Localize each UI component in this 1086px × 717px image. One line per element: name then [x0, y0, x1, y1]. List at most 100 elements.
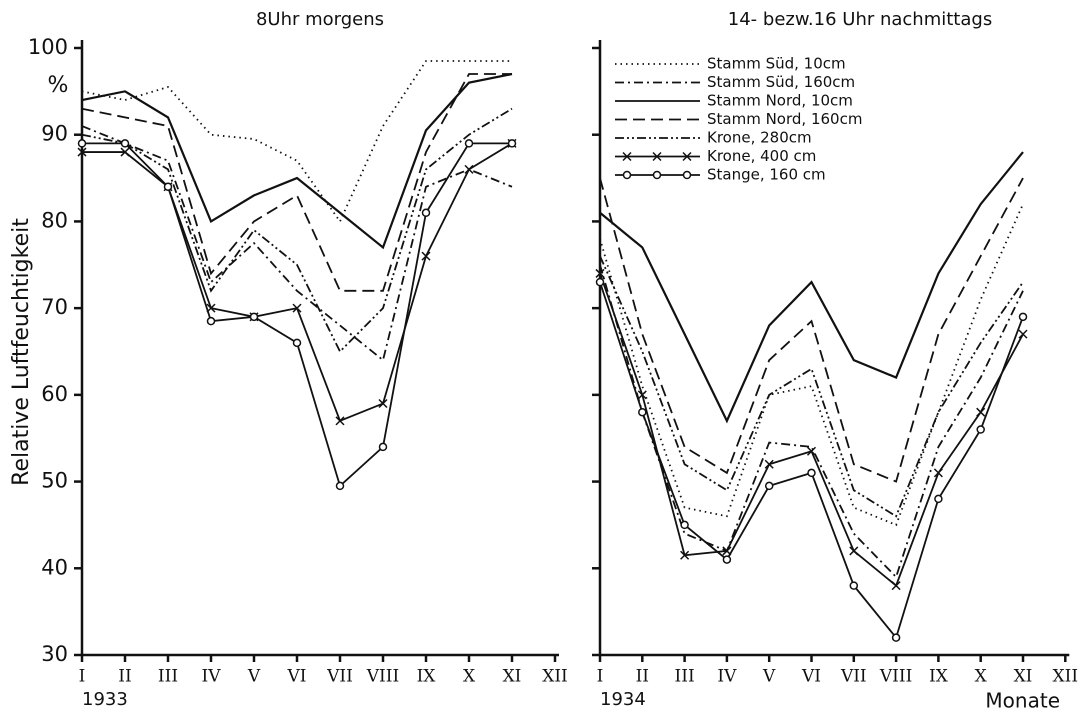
y-axis-label: Relative Luftfeuchtigkeit [9, 218, 34, 486]
marker [764, 459, 774, 469]
marker [652, 170, 662, 180]
marker [652, 151, 662, 162]
x-tick-label: X [463, 667, 476, 687]
marker [595, 268, 605, 278]
x-tick-label: XII [542, 667, 568, 687]
x-tick-label: VIII [879, 667, 912, 687]
series-line [81, 72, 513, 250]
marker [722, 555, 732, 564]
x-tick-label: VII [840, 667, 867, 687]
marker [764, 481, 774, 491]
x-tick-label: VIII [366, 667, 399, 687]
series-line [599, 255, 1024, 518]
series-line [599, 151, 1024, 424]
series-line [82, 142, 513, 423]
y-unit: % [48, 73, 69, 98]
marker [976, 407, 986, 417]
x-tick-label: VI [287, 667, 307, 687]
x-tick-label: V [247, 667, 261, 687]
legend-label: Stamm Süd, 10cm [707, 55, 846, 73]
y-tick-label: 90 [41, 122, 68, 146]
marker [976, 425, 985, 434]
x-tick-label: I [79, 667, 86, 687]
series-line [599, 264, 1024, 579]
marker [120, 147, 130, 157]
marker [1018, 329, 1028, 339]
x-tick-label: I [597, 667, 604, 687]
marker [77, 139, 87, 148]
legend-label: Stamm Nord, 160cm [707, 110, 862, 128]
marker [378, 398, 388, 409]
x-axis-label: Monate [985, 689, 1060, 713]
series-line [81, 125, 513, 362]
y-tick-label: 40 [41, 555, 68, 579]
marker [292, 303, 302, 313]
marker [378, 442, 388, 452]
y-tick-label: 30 [41, 642, 68, 666]
marker [292, 338, 302, 348]
x-tick-label: III [675, 667, 695, 687]
marker [464, 139, 474, 148]
x-tick-label: VII [326, 667, 353, 687]
marker [680, 520, 689, 530]
marker [622, 151, 632, 162]
series-line [599, 281, 1024, 640]
series-line [599, 177, 1024, 483]
marker [595, 277, 605, 287]
x-tick-label: IX [929, 667, 949, 687]
marker [638, 407, 647, 417]
y-tick-label: 50 [41, 469, 68, 493]
y-tick-label: 70 [41, 295, 68, 319]
marker [622, 170, 632, 180]
marker [891, 581, 901, 591]
x-tick-label: IV [202, 667, 222, 687]
marker [934, 494, 943, 504]
y-tick-label: 100 [28, 35, 68, 59]
x-tick-label: V [762, 667, 776, 687]
legend-label: Stamm Nord, 10cm [707, 92, 853, 110]
marker [682, 151, 692, 162]
marker [77, 147, 87, 157]
left-title: 8Uhr morgens [256, 9, 384, 30]
marker [249, 312, 259, 322]
x-tick-label: II [636, 667, 649, 687]
marker [680, 550, 690, 560]
marker [891, 633, 901, 642]
marker [849, 581, 859, 590]
marker [163, 182, 173, 191]
marker [335, 416, 345, 426]
marker [421, 251, 431, 261]
marker [421, 208, 431, 218]
marker [120, 139, 130, 148]
series-line [81, 107, 513, 354]
x-tick-label: IX [417, 667, 437, 687]
marker [933, 468, 943, 478]
legend-label: Stamm Süd, 160cm [707, 73, 855, 91]
legend-label: Krone, 400 cm [707, 147, 816, 165]
x-tick-label: II [118, 667, 131, 687]
marker [682, 170, 692, 180]
left-year: 1933 [82, 689, 128, 710]
x-tick-label: XII [1053, 667, 1079, 687]
y-tick-label: 60 [41, 382, 68, 406]
series-line [82, 142, 512, 488]
marker [807, 468, 816, 478]
right-year: 1934 [600, 689, 646, 710]
legend-label: Stange, 160 cm [707, 166, 826, 184]
x-tick-label: III [158, 667, 178, 687]
legend-label: Krone, 280cm [707, 129, 812, 147]
x-tick-label: XI [503, 667, 522, 687]
y-tick-label: 80 [41, 208, 68, 232]
marker [637, 390, 647, 400]
marker [1018, 312, 1028, 322]
marker [335, 481, 345, 491]
series-line [81, 73, 512, 292]
x-tick-label: VI [801, 667, 821, 687]
marker [464, 164, 474, 174]
x-tick-label: IV [717, 667, 737, 687]
marker [849, 546, 859, 556]
x-tick-label: X [975, 667, 988, 687]
marker [806, 446, 817, 456]
marker [507, 139, 517, 148]
